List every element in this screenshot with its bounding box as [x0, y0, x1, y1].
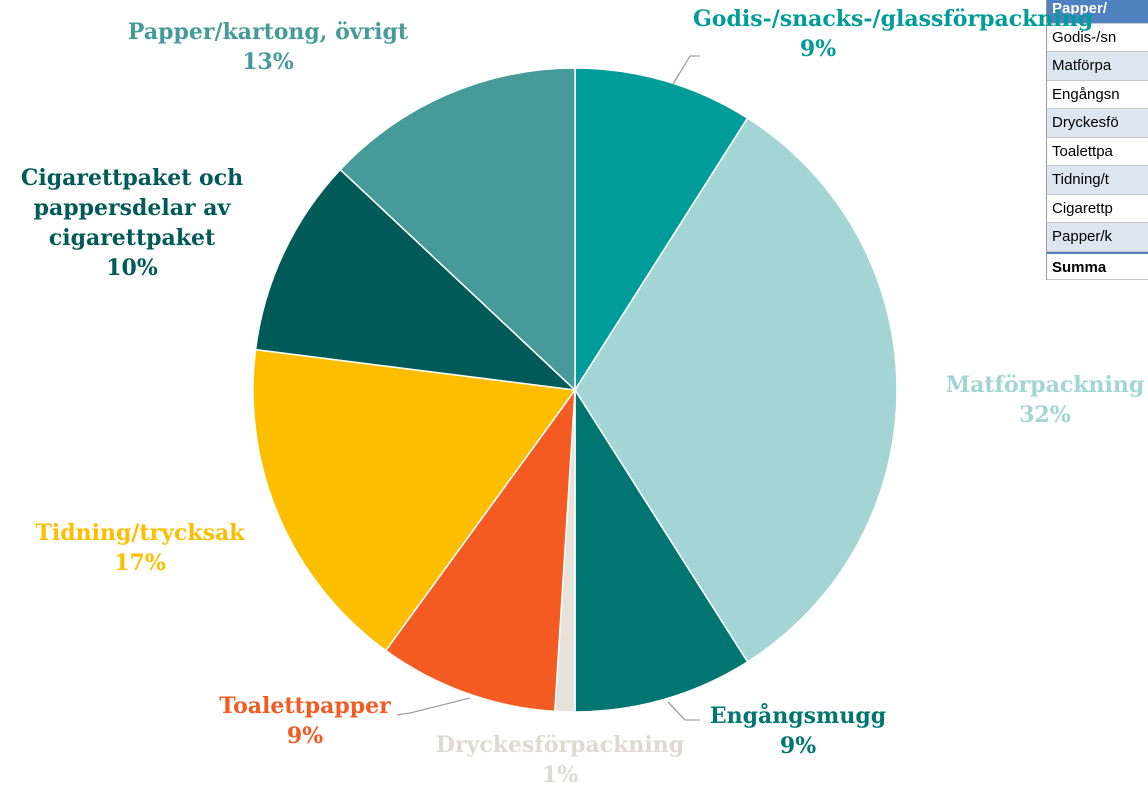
pie-slice	[339, 67, 576, 392]
pie-slice	[574, 67, 749, 393]
category-label: Toalettpapper	[219, 693, 391, 719]
pie-slice	[252, 348, 577, 652]
value-label: 17%	[114, 550, 166, 576]
category-label: Tidning/trycksak	[35, 520, 245, 546]
data-label: Cigarettpaket och pappersdelar av cigare…	[0, 163, 267, 283]
pie-slice	[254, 168, 578, 392]
table-row: Cigarettp	[1046, 194, 1148, 223]
category-label: Godis-/snacks-/glassförpackning	[693, 6, 1094, 32]
pie-slice	[574, 117, 898, 663]
data-label: Dryckesförpackning 1%	[410, 730, 710, 790]
pie-slice	[574, 387, 749, 713]
leader-lines	[396, 55, 700, 721]
table: Papper/ Godis-/sn Matförpa Engångsn Dryckes…	[1046, 0, 1148, 280]
data-label: Toalettpapper 9%	[195, 691, 415, 751]
category-label: Cigarettpaket och pappersdelar av cigare…	[20, 165, 244, 251]
data-label: Tidning/trycksak 17%	[10, 518, 270, 578]
value-label: 13%	[242, 49, 294, 75]
category-label: Papper/kartong, övrigt	[127, 19, 409, 45]
table-row: Toalettpa	[1046, 137, 1148, 166]
leader-line	[396, 697, 471, 716]
value-label: 32%	[1019, 402, 1071, 428]
table-header: Papper/	[1046, 0, 1148, 24]
value-label: 1%	[541, 762, 579, 788]
table-row: Engångsn	[1046, 80, 1148, 109]
pie-slice	[384, 387, 576, 713]
category-label: Matförpackning	[945, 372, 1145, 398]
table-row: Godis-/sn	[1046, 23, 1148, 52]
table-row: Dryckesfö	[1046, 109, 1148, 138]
data-label: Papper/kartong, övrigt 13%	[88, 17, 448, 77]
value-label: 9%	[779, 733, 817, 759]
data-label: Godis-/snacks-/glassförpackning 9%	[693, 4, 1094, 64]
category-label: Dryckesförpackning	[435, 732, 685, 758]
data-label: Engångsmugg 9%	[688, 701, 908, 761]
leader-line	[667, 701, 700, 721]
table-row: Papper/k	[1046, 223, 1148, 252]
value-label: 10%	[106, 255, 158, 281]
value-label: 9%	[799, 36, 837, 62]
table-row: Tidning/t	[1046, 166, 1148, 195]
category-label: Engångsmugg	[709, 703, 887, 729]
data-label: Matförpackning 32%	[925, 370, 1148, 430]
leader-line	[672, 55, 700, 85]
table-row: Matförpa	[1046, 52, 1148, 81]
table-footer: Summa	[1046, 251, 1148, 280]
value-label: 9%	[286, 723, 324, 749]
